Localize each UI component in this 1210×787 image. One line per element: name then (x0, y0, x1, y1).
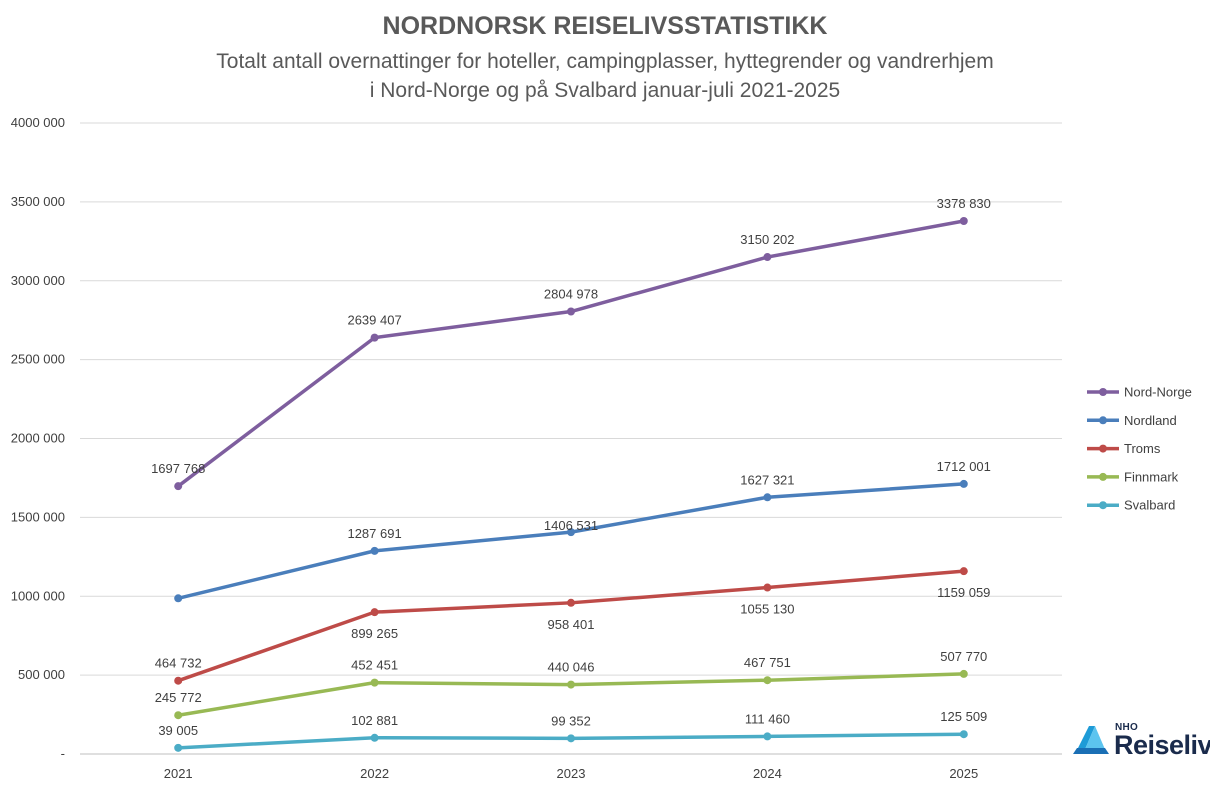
nho-reiseliv-logo-icon (1073, 726, 1109, 754)
data-point (567, 528, 575, 537)
data-point (959, 479, 968, 488)
data-point (959, 669, 968, 678)
data-label: 3150 202 (740, 232, 794, 247)
legend-swatch-marker (1099, 501, 1107, 510)
data-point (370, 333, 379, 342)
series-line-nord-norge (176, 219, 966, 488)
data-point (370, 608, 379, 617)
data-label: 1159 059 (937, 585, 990, 600)
data-point (763, 732, 772, 741)
data-point (174, 594, 183, 603)
data-label: 958 401 (548, 617, 595, 632)
data-label: 1406 531 (544, 518, 598, 533)
data-label: 125 509 (940, 709, 987, 724)
logo-reiseliv-text: Reiseliv (1114, 730, 1210, 760)
data-label: 452 451 (351, 658, 398, 673)
data-label: 39 005 (158, 723, 198, 738)
legend-label: Svalbard (1124, 498, 1175, 513)
series-line-finnmark (176, 672, 966, 717)
data-label: 1697 768 (151, 461, 205, 476)
data-label: 1287 691 (347, 526, 401, 541)
data-label: 507 770 (940, 649, 987, 664)
legend-label: Nordland (1124, 413, 1177, 428)
data-label: 102 881 (351, 713, 398, 728)
data-point (567, 598, 575, 607)
data-label: 1055 130 (740, 602, 794, 617)
legend-label: Troms (1124, 441, 1161, 456)
data-label: 245 772 (155, 690, 202, 705)
data-point (174, 743, 183, 752)
y-tick-label: 2500 000 (11, 352, 65, 367)
data-point (763, 253, 772, 262)
y-tick-label: 1000 000 (11, 588, 65, 603)
legend-label: Finnmark (1124, 469, 1179, 484)
x-tick-label: 2022 (360, 766, 389, 781)
chart-subtitle-line-2: i Nord-Norge og på Svalbard januar-juli … (369, 79, 841, 102)
data-label: 1627 321 (740, 472, 794, 487)
data-label: 899 265 (351, 626, 398, 641)
x-tick-label: 2024 (753, 766, 782, 781)
data-point (763, 493, 772, 502)
legend-swatch-marker (1099, 472, 1107, 481)
data-point (174, 482, 183, 491)
y-tick-label: 3500 000 (11, 194, 65, 209)
data-point (959, 730, 968, 739)
x-tick-label: 2021 (164, 766, 193, 781)
data-point (763, 676, 772, 685)
data-label: 3378 830 (937, 196, 991, 211)
data-point (959, 216, 968, 225)
data-point (567, 680, 575, 689)
y-tick-label: 3000 000 (11, 273, 65, 288)
y-tick-label: - (61, 746, 65, 761)
data-label: 111 460 (745, 711, 790, 726)
data-point (174, 676, 183, 685)
data-label: 99 352 (551, 713, 591, 728)
data-point (174, 711, 183, 720)
data-point (567, 307, 575, 316)
legend-swatch-marker (1099, 444, 1107, 453)
data-label: 440 046 (548, 660, 595, 675)
data-label: 2639 407 (347, 313, 401, 328)
chart-subtitle-line-1: Totalt antall overnattinger for hoteller… (216, 50, 994, 73)
chart-title: NORDNORSK REISELIVSSTATISTIKK (382, 12, 828, 40)
data-point (959, 567, 968, 576)
data-label: 467 751 (744, 655, 791, 670)
data-point (370, 733, 379, 742)
y-tick-label: 1500 000 (11, 509, 65, 524)
data-label: 464 732 (155, 656, 202, 671)
x-tick-label: 2023 (557, 766, 586, 781)
data-label: 2804 978 (544, 287, 598, 302)
data-point (370, 678, 379, 687)
data-point (370, 546, 379, 555)
x-tick-label: 2025 (949, 766, 978, 781)
nho-reiseliv-logo: NHO Reiseliv (1071, 720, 1210, 760)
legend-label: Nord-Norge (1124, 385, 1192, 400)
data-point (763, 583, 772, 592)
legend-swatch-marker (1099, 388, 1107, 396)
data-point (567, 734, 575, 743)
logo-nho-text: NHO (1115, 722, 1139, 733)
legend-swatch-marker (1099, 416, 1107, 425)
y-tick-label: 2000 000 (11, 431, 65, 446)
y-tick-label: 4000 000 (11, 115, 65, 130)
y-tick-label: 500 000 (18, 667, 65, 682)
data-label: 1712 001 (937, 459, 991, 474)
